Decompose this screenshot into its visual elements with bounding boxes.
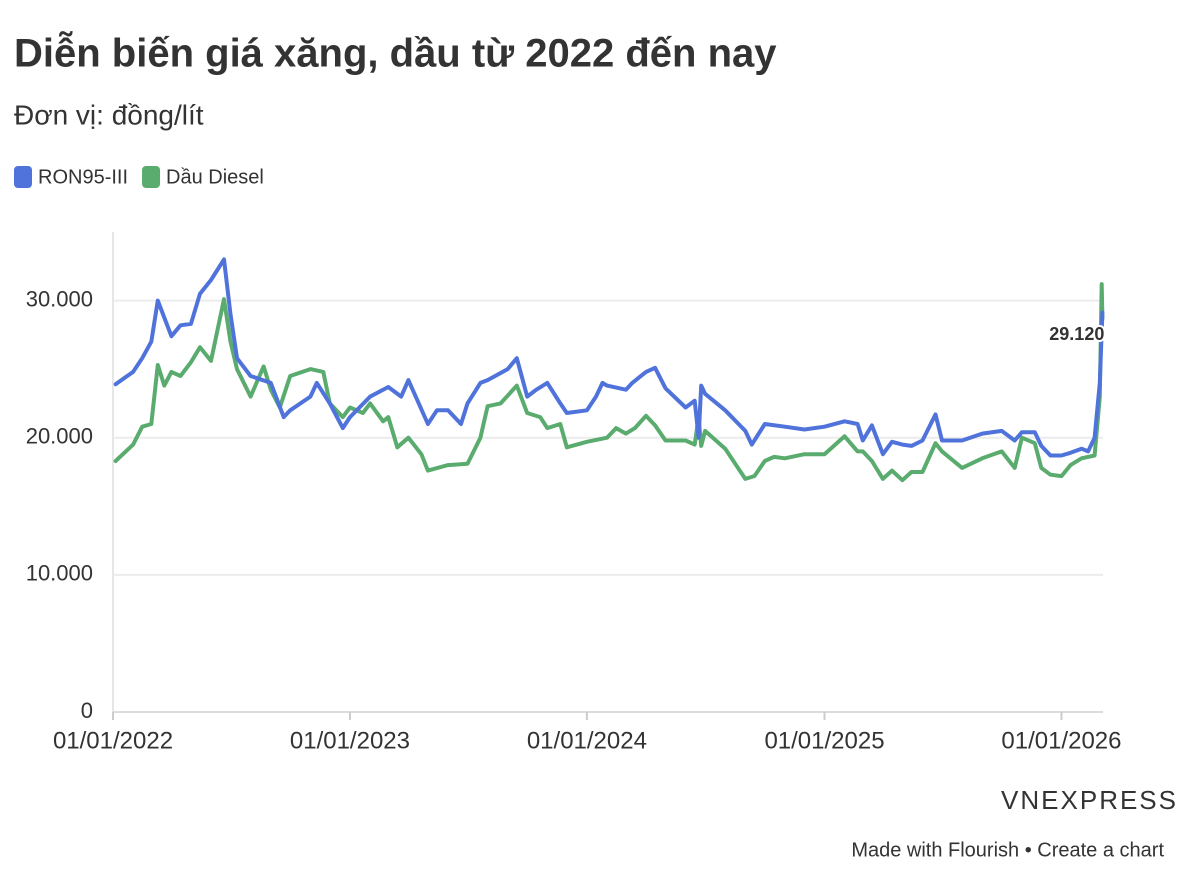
chart-subtitle: Đơn vị: đồng/lít (14, 99, 204, 130)
y-tick-label: 0 (81, 698, 93, 723)
value-label: 29.120 (1049, 324, 1104, 344)
y-tick-label: 30.000 (26, 286, 93, 311)
y-tick-label: 20.000 (26, 424, 93, 449)
legend-swatch (14, 166, 32, 188)
x-tick-label: 01/01/2026 (1001, 727, 1121, 754)
legend-swatch (142, 166, 161, 188)
legend-label: Dầu Diesel (166, 166, 264, 188)
x-tick-label: 01/01/2022 (53, 727, 173, 754)
series-line (113, 282, 1105, 483)
legend-label: RON95-III (38, 166, 128, 188)
y-tick-label: 10.000 (26, 561, 93, 586)
x-tick-label: 01/01/2024 (527, 727, 647, 754)
x-tick-label: 01/01/2025 (764, 727, 884, 754)
footer[interactable]: Made with Flourish • Create a chart (851, 839, 1164, 861)
series-line (113, 257, 1105, 458)
logo: VNEXPRESS (1001, 785, 1178, 815)
chart-title: Diễn biến giá xăng, dầu từ 2022 đến nay (14, 30, 777, 76)
x-tick-label: 01/01/2023 (290, 727, 410, 754)
